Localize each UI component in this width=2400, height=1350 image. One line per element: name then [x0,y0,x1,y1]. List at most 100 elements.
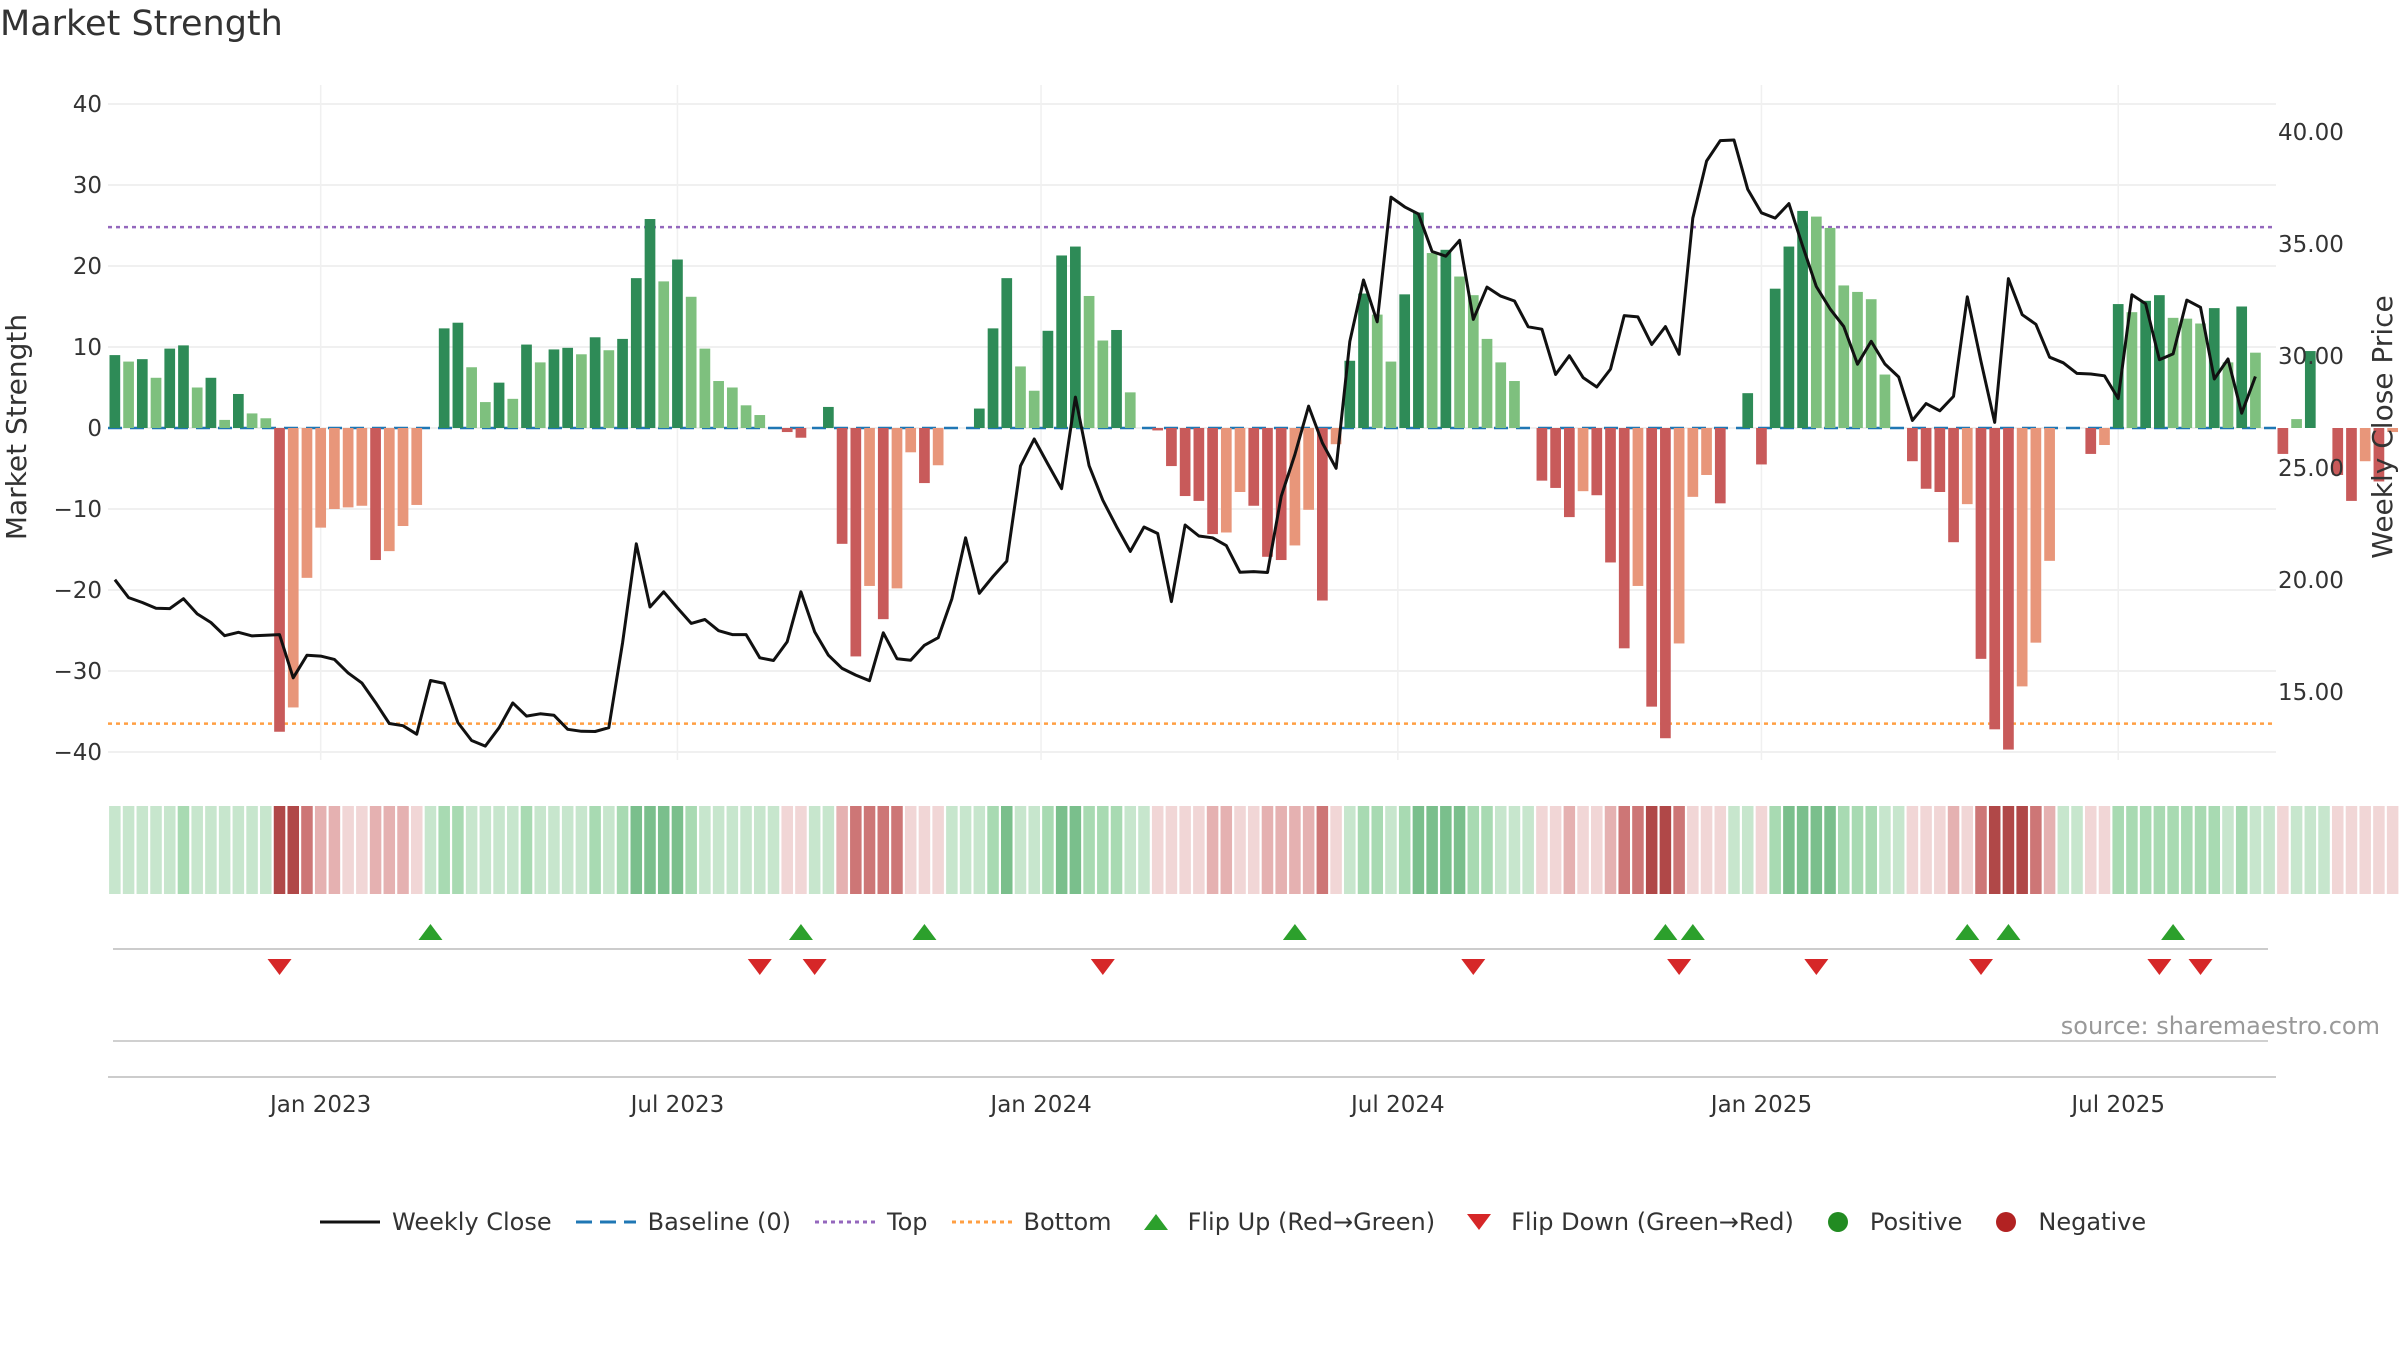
flip-down-marker [1461,959,1486,975]
legend-item-bottom[interactable]: Bottom [951,1208,1112,1236]
strength-strip-cell [438,806,450,894]
strength-strip-cell [1755,806,1768,894]
strength-bar [562,347,574,428]
strength-strip-cell [891,806,903,894]
flip-down-marker [1667,959,1692,975]
strength-strip-cell [1714,806,1727,894]
strength-strip-cell [575,806,588,894]
negative-dot-icon [1996,1212,2017,1232]
strength-strip-cell [1508,806,1521,894]
strength-strip-cell [2235,806,2248,894]
strength-strip-cell [1371,806,1384,894]
strength-strip-cell [1083,806,1095,894]
strength-bar [1783,246,1795,428]
legend-item-weekly-close[interactable]: Weekly Close [320,1208,552,1236]
strength-strip-cell [2318,806,2330,894]
strength-strip-cell [1618,806,1630,894]
strength-bar [713,381,724,428]
strength-strip-cell [397,806,409,894]
strength-strip-cell [383,806,396,894]
strength-bar [2140,300,2151,428]
strength-strip-cell [1783,806,1795,894]
strength-strip-cell [548,806,560,894]
strength-bar [1083,295,1095,428]
strength-bar [397,428,409,527]
legend-item-top[interactable]: Top [815,1208,928,1236]
strength-strip-cell [493,806,505,894]
strength-bar [1454,276,1465,428]
baseline-swatch [575,1220,636,1224]
strength-bar [1742,393,1754,428]
strength-strip-cell [712,806,725,894]
strength-bar [1797,210,1808,428]
flip-signal-panel [113,924,2268,975]
legend-item-flip-down[interactable]: Flip Down (Green→Red) [1459,1208,1794,1236]
strength-bar [644,219,656,428]
strength-bar [2112,304,2124,428]
x-tick-label: Jul 2024 [1349,1092,1445,1118]
strength-strip-cell [863,806,876,894]
legend-item-negative[interactable]: Negative [1986,1208,2146,1236]
strength-bar [1824,227,1836,428]
flip-up-marker [1282,924,1307,940]
strength-bar [2099,428,2110,446]
x-tick-label: Jan 2024 [988,1092,1091,1118]
legend-item-positive[interactable]: Positive [1818,1208,1962,1236]
strength-bar [1015,366,1026,428]
strength-bar [1536,428,1548,481]
strength-bar [1673,428,1685,644]
strength-bar [1934,428,1946,492]
strength-strip-cell [1563,806,1576,894]
strength-bar [2373,428,2385,482]
positive-dot-icon [1827,1212,1848,1232]
strength-strip-cell [2208,806,2221,894]
strength-strip-cell [822,806,835,894]
right-axis-title: Weekly Close Price [2366,295,2399,558]
strength-bar [1028,390,1040,428]
strength-bar [699,348,711,428]
strength-bar [123,361,134,428]
strength-strip-cell [218,806,231,894]
flip-down-icon [1467,1214,1492,1230]
legend-label: Bottom [1023,1208,1112,1236]
strength-bar [383,428,395,552]
strength-strip-cell [657,806,670,894]
strength-bar [2304,351,2316,428]
right-tick-label: 15.00 [2278,680,2344,706]
strength-bar [1152,428,1164,431]
strength-bar [1865,299,1877,428]
strength-bar [136,359,148,428]
legend-label: Flip Up (Red→Green) [1187,1208,1436,1236]
strength-bar [891,428,903,589]
strength-bar [1509,381,1520,428]
strength-strip-cell [342,806,354,894]
strength-bar [836,428,848,544]
strength-strip-cell [2057,806,2070,894]
strength-strip-cell [973,806,986,894]
legend-item-baseline[interactable]: Baseline (0) [575,1208,791,1236]
strength-strip-cell [1481,806,1493,894]
flip-down-marker [1968,959,1993,975]
strength-bar [2332,428,2344,475]
strength-bar [2016,428,2028,687]
strength-strip-cell [2043,806,2056,894]
strength-bar [329,428,340,509]
strength-strip-cell [2181,806,2193,894]
strength-strip-cell [1645,806,1658,894]
strength-strip-cell [959,806,972,894]
left-tick-label: 40 [73,92,102,118]
flip-up-marker [1996,924,2021,940]
strength-strip-cell [1069,806,1082,894]
strength-strip-cell [1577,806,1589,894]
legend-item-flip-up[interactable]: Flip Up (Red→Green) [1136,1208,1436,1236]
flip-down-marker [802,959,827,975]
strength-strip-cell [356,806,368,894]
strength-bar [1632,428,1644,586]
left-tick-label: −30 [53,659,102,685]
weekly-close-swatch [320,1220,380,1224]
strength-strip-cell [314,806,327,894]
strength-bar [2154,295,2165,428]
x-axis-ticks: Jan 2023 Jul 2023 Jan 2024 Jul 2024 Jan 2025… [268,1092,2165,1118]
strength-strip-cell [2030,806,2042,894]
strength-bar [233,393,244,428]
